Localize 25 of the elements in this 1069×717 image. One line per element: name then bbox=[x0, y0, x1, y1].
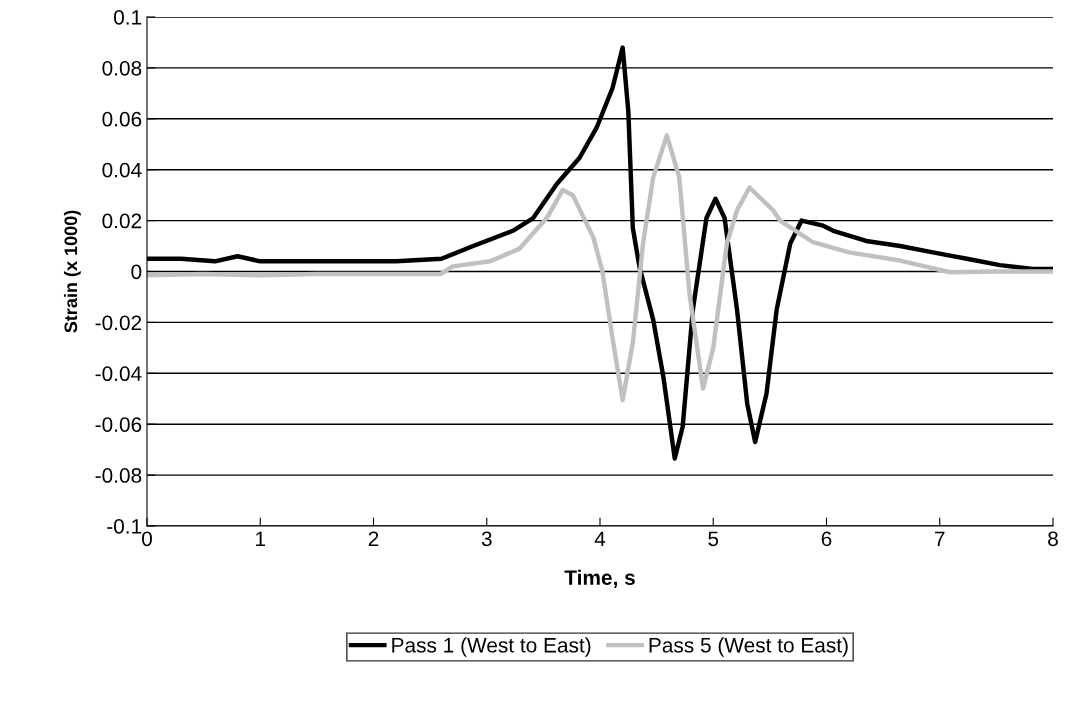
x-tick-label: 5 bbox=[708, 531, 719, 547]
x-axis-title: Time, s bbox=[564, 569, 635, 589]
y-tick-label: -0.02 bbox=[95, 315, 142, 331]
x-tick-label: 2 bbox=[368, 531, 379, 546]
y-tick-label: -0.1 bbox=[107, 519, 142, 534]
y-tick-label: -0.06 bbox=[95, 417, 142, 432]
y-tick-label: 0.02 bbox=[102, 213, 142, 229]
y-tick-label: 0.06 bbox=[102, 111, 142, 127]
x-tick-label: 1 bbox=[256, 531, 266, 546]
x-tick-label: 3 bbox=[481, 531, 492, 547]
y-tick-label: -0.08 bbox=[95, 468, 142, 483]
x-tick-label: 0 bbox=[142, 531, 152, 547]
y-axis-title: Strain (x 1000) bbox=[63, 210, 81, 333]
y-tick-label: 0 bbox=[131, 264, 142, 280]
y-tick-label: -0.04 bbox=[95, 366, 142, 382]
x-tick-label: 6 bbox=[821, 531, 832, 547]
x-tick-label: 4 bbox=[594, 531, 606, 546]
y-tick-label: 0.1 bbox=[113, 10, 142, 25]
legend-label: Pass 1 (West to East) bbox=[392, 637, 591, 657]
x-tick-label: 8 bbox=[1048, 531, 1058, 547]
y-tick-label: 0.08 bbox=[102, 60, 142, 76]
line-series bbox=[147, 133, 1053, 403]
x-tick-label: 7 bbox=[935, 531, 945, 546]
y-tick-label: 0.04 bbox=[102, 162, 142, 178]
legend-label: Pass 5 (West to East) bbox=[649, 637, 848, 657]
